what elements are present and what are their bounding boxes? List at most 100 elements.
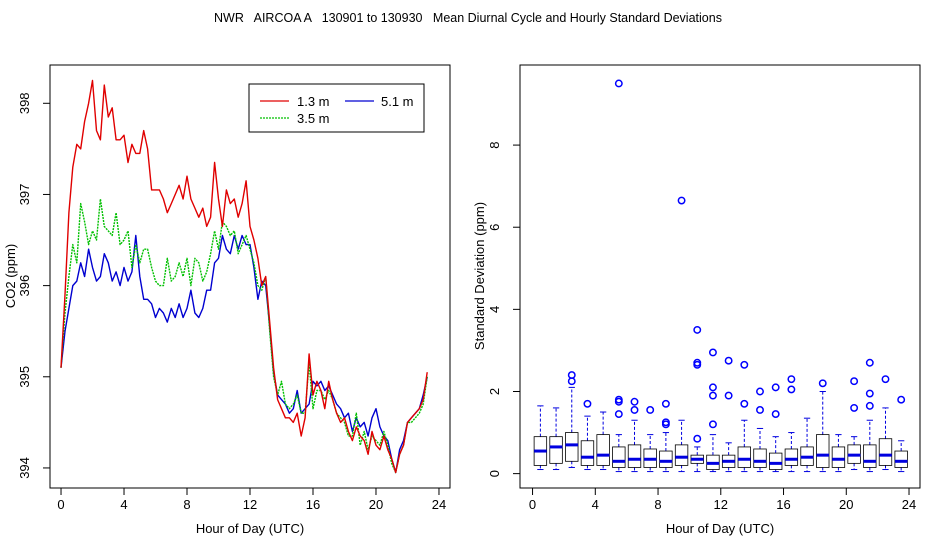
box-outlier-point: [693, 358, 702, 367]
box-hour-6: [627, 397, 642, 473]
std-x-tick-label: 20: [839, 497, 853, 512]
std-x-axis-label: Hour of Day (UTC): [666, 521, 774, 536]
box-hour-17: [800, 417, 814, 473]
box-outlier-point: [771, 383, 780, 392]
co2-y-axis-label: CO2 (ppm): [3, 244, 18, 308]
box-iqr: [753, 448, 767, 468]
box-hour-1: [549, 407, 563, 471]
box-hour-13: [737, 360, 751, 473]
std-boxes: [533, 79, 908, 473]
co2-x-axis-label: Hour of Day (UTC): [196, 521, 304, 536]
legend-label-5-1m: 5.1 m: [381, 94, 414, 109]
box-hour-0: [533, 405, 548, 471]
series-line-1-3-m: [60, 79, 428, 474]
box-hour-10: [690, 325, 704, 473]
co2-y-tick-label: 398: [17, 92, 32, 114]
box-iqr: [580, 440, 595, 466]
co2-y-tick-label: 396: [17, 275, 32, 297]
box-iqr: [565, 432, 579, 462]
box-hour-5: [612, 79, 626, 473]
box-iqr: [596, 434, 610, 466]
box-hour-20: [847, 377, 861, 471]
box-iqr: [863, 444, 877, 468]
co2-legend: 1.3 m 5.1 m 3.5 m: [248, 83, 425, 133]
box-outlier-point: [646, 406, 655, 414]
box-outlier-point: [865, 389, 874, 398]
box-outlier-point: [756, 387, 764, 396]
legend-label-1-3m: 1.3 m: [297, 94, 330, 109]
box-hour-11: [706, 348, 720, 473]
box-outlier-point: [614, 79, 623, 88]
box-outlier-point: [818, 379, 827, 388]
co2-x-tick-label: 20: [369, 497, 383, 512]
box-outlier-point: [708, 391, 717, 400]
box-outlier-point: [614, 410, 623, 419]
co2-x-tick-label: 8: [183, 497, 190, 512]
box-outlier-point: [881, 375, 890, 384]
box-iqr: [816, 434, 830, 468]
std-x-tick-label: 12: [714, 497, 728, 512]
std-y-axis-label: Standard Deviation (ppm): [472, 202, 487, 350]
std-x-tick-label: 0: [529, 497, 536, 512]
box-hour-18: [816, 379, 830, 473]
box-outlier-point: [693, 325, 702, 334]
std-y-tick-label: 2: [487, 388, 502, 395]
box-outlier-point: [677, 196, 686, 205]
std-x-tick-label: 8: [654, 497, 661, 512]
box-outlier-point: [771, 410, 780, 419]
std-y-tick-label: 4: [487, 306, 502, 313]
box-hour-4: [596, 411, 610, 471]
box-outlier-point: [865, 358, 874, 367]
co2-x-tick-label: 12: [243, 497, 257, 512]
co2-y-tick-label: 395: [17, 366, 32, 388]
co2-x-tick-label: 16: [306, 497, 320, 512]
box-outlier-point: [897, 395, 906, 404]
co2-y-tick-label: 394: [17, 457, 32, 479]
box-outlier-point: [630, 397, 639, 406]
std-x-tick-label: 16: [776, 497, 790, 512]
box-hour-3: [580, 399, 595, 471]
box-outlier-point: [787, 385, 796, 394]
box-outlier-point: [693, 434, 702, 443]
box-outlier-point: [567, 371, 576, 380]
box-hour-23: [894, 395, 908, 473]
std-y-tick-label: 6: [487, 224, 502, 231]
box-hour-19: [831, 434, 846, 473]
box-hour-16: [784, 375, 799, 473]
std-x-tick-label: 24: [902, 497, 916, 512]
co2-x-tick-label: 24: [432, 497, 446, 512]
box-iqr: [737, 446, 751, 468]
box-outlier-point: [614, 395, 623, 404]
co2-panel: 0 4 8 12 16 20 24 394 395 396 397 398 Hour of Day (…: [3, 64, 451, 536]
box-hour-8: [659, 399, 673, 473]
co2-x-tick-label: 4: [120, 497, 127, 512]
co2-x-tick-label: 0: [57, 497, 64, 512]
box-outlier-point: [740, 399, 749, 408]
box-hour-9: [674, 196, 689, 473]
co2-y-tick-label: 397: [17, 184, 32, 206]
box-iqr: [769, 452, 783, 470]
box-iqr: [894, 450, 908, 468]
box-iqr: [831, 446, 846, 468]
box-outlier-point: [708, 383, 717, 392]
legend-label-3-5m: 3.5 m: [297, 111, 330, 126]
box-iqr: [549, 436, 563, 464]
box-outlier-point: [708, 348, 717, 357]
box-outlier-point: [865, 401, 874, 410]
box-outlier-point: [756, 406, 764, 414]
box-outlier-point: [787, 375, 796, 384]
box-hour-15: [769, 383, 783, 473]
co2-axes: 0 4 8 12 16 20 24 394 395 396 397 398: [17, 92, 446, 512]
box-outlier-point: [724, 356, 733, 365]
box-iqr: [612, 446, 626, 468]
co2-lines: [60, 79, 428, 474]
box-outlier-point: [661, 418, 670, 427]
box-outlier-point: [708, 420, 717, 429]
std-y-tick-label: 0: [487, 470, 502, 477]
box-outlier-point: [661, 399, 670, 408]
box-outlier-point: [740, 360, 749, 369]
std-plot-frame: [519, 64, 921, 489]
